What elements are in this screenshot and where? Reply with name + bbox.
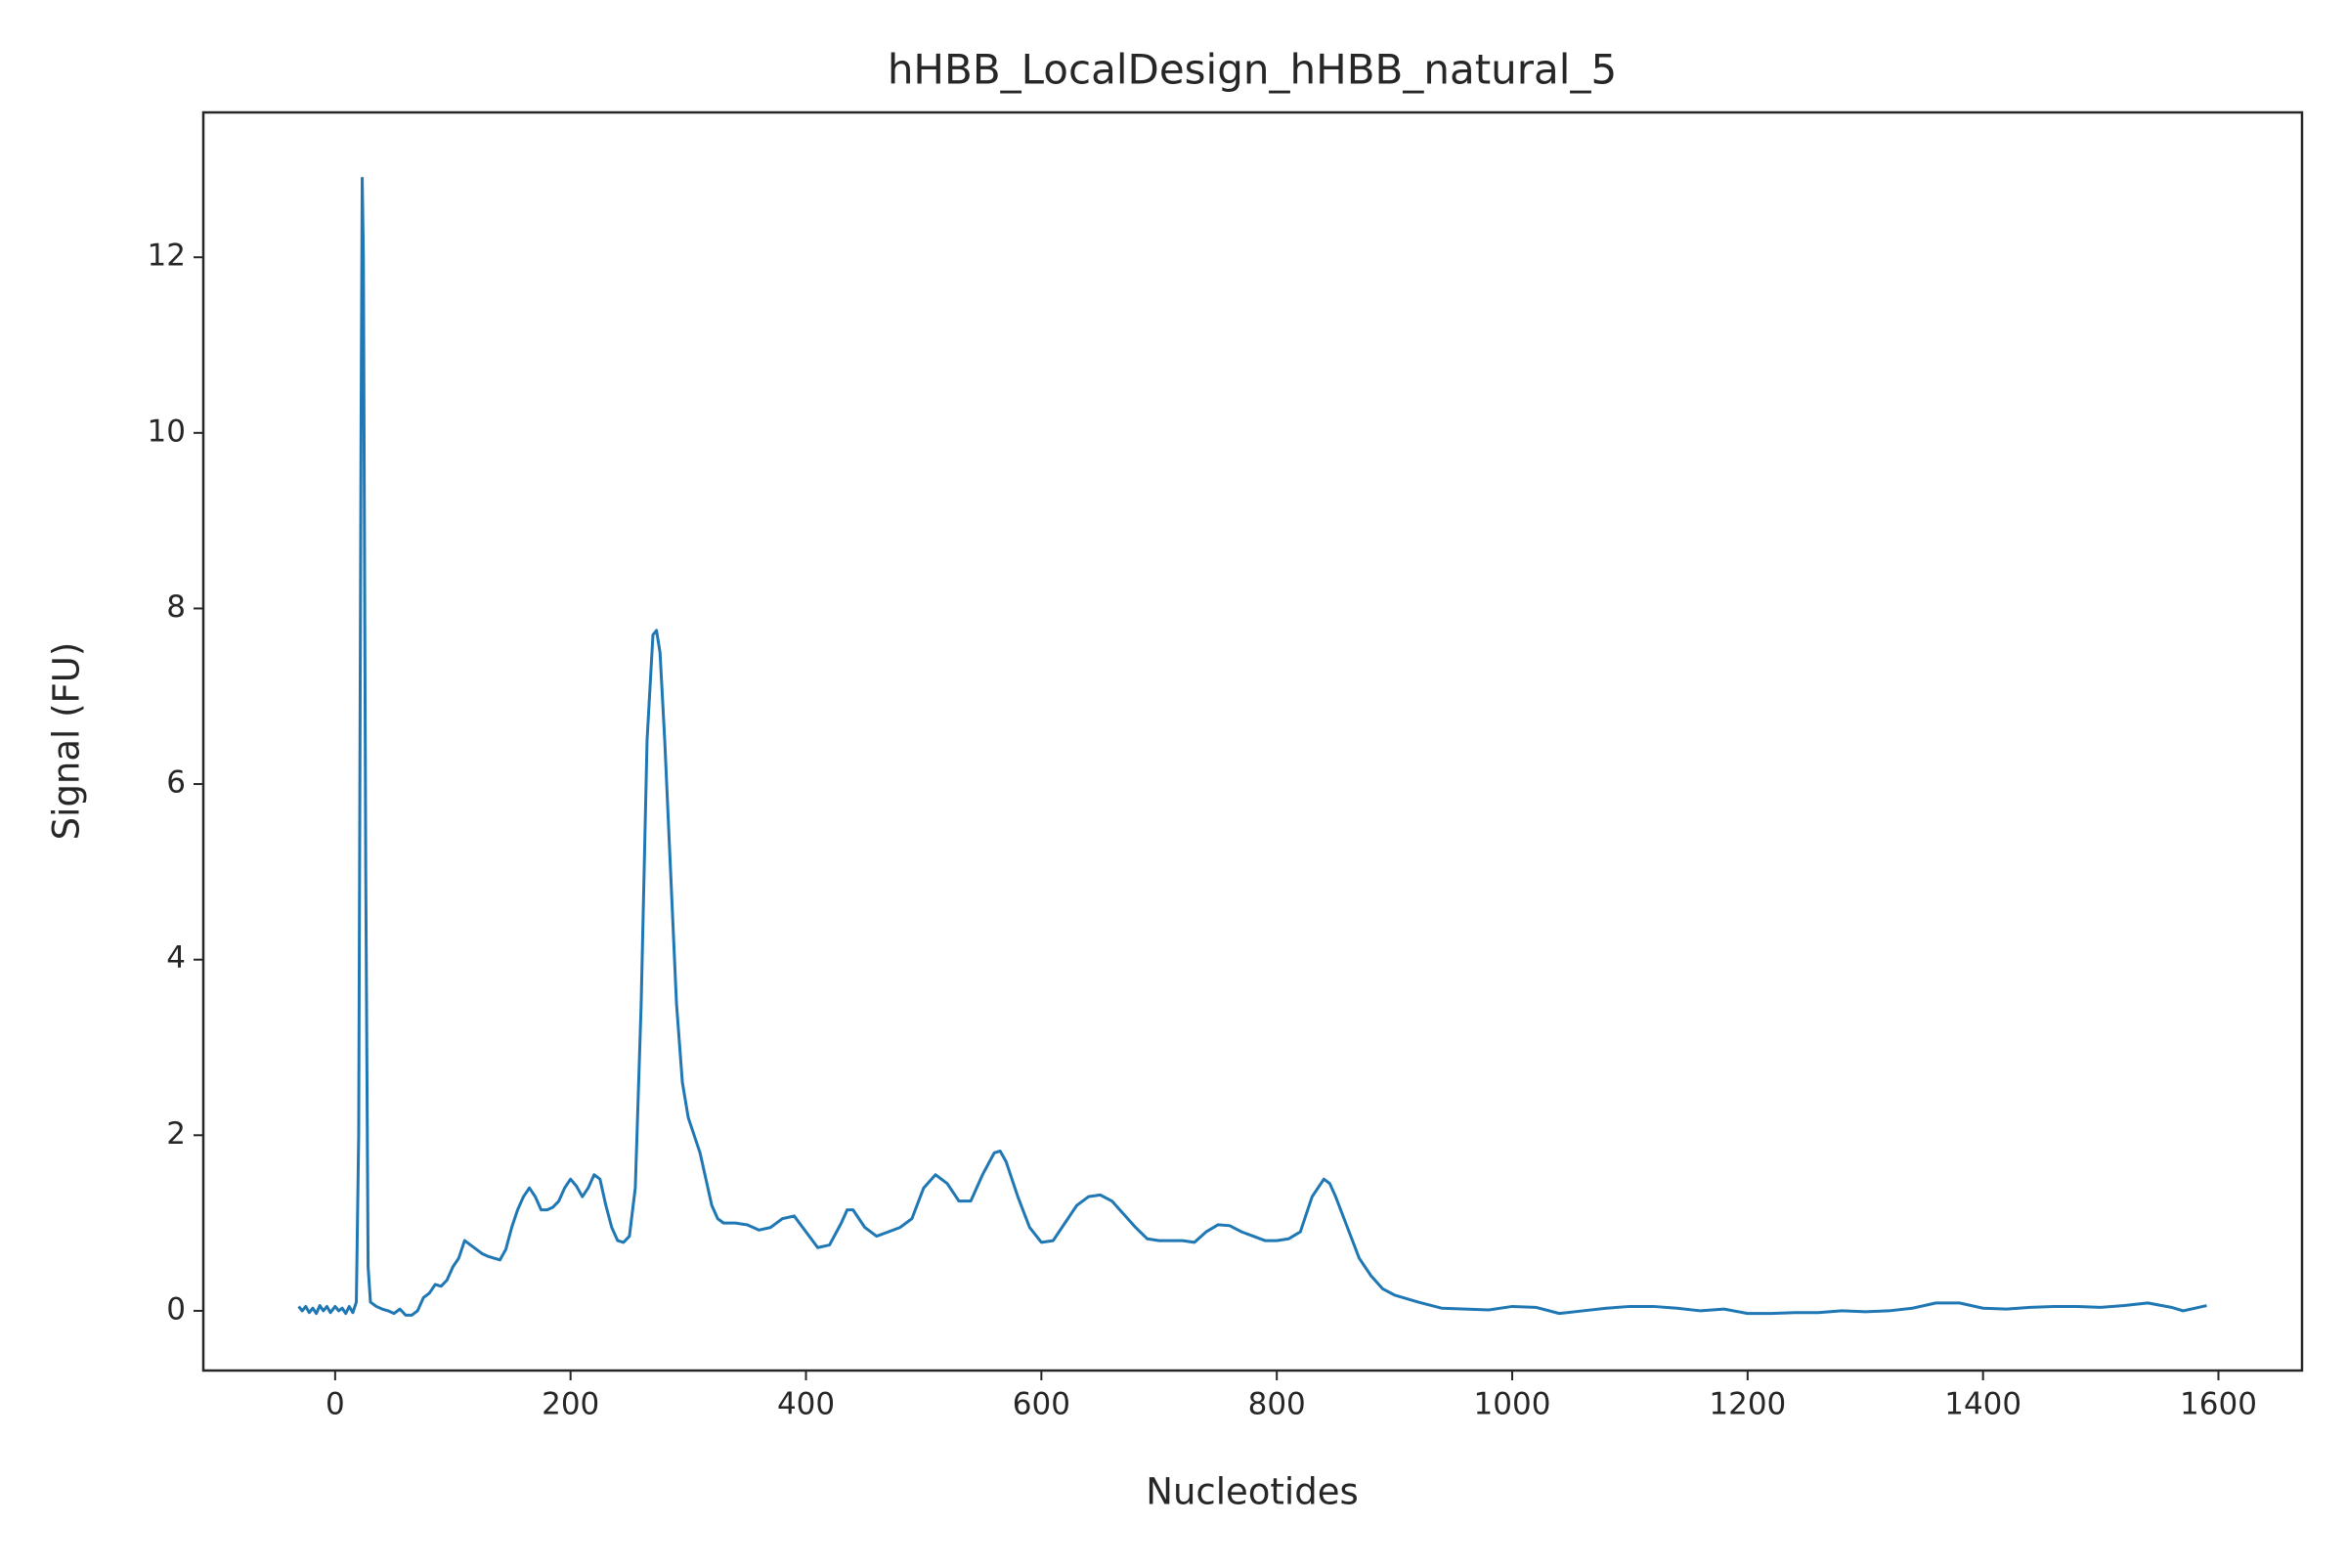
line-series: [297, 176, 2207, 1317]
y-tick-label: 4: [166, 940, 186, 976]
plot-frame: [201, 110, 2304, 1372]
y-tick-label: 10: [148, 414, 186, 449]
x-tick-label: 1000: [1474, 1387, 1551, 1422]
x-tick-label: 800: [1248, 1387, 1306, 1422]
x-axis-label: Nucleotides: [1146, 1471, 1358, 1513]
y-tick-label: 12: [148, 239, 186, 274]
x-tick-label: 600: [1013, 1387, 1070, 1422]
x-tick-label: 1400: [1944, 1387, 2021, 1422]
y-axis-label: Signal (FU): [46, 642, 88, 841]
x-tick-label: 200: [542, 1387, 599, 1422]
y-tick-label: 8: [166, 589, 186, 625]
x-tick-label: 400: [777, 1387, 835, 1422]
chart-title: hHBB_LocalDesign_hHBB_natural_5: [888, 46, 1617, 94]
y-tick-label: 2: [166, 1116, 186, 1152]
y-tick-label: 0: [166, 1291, 186, 1327]
y-tick-label: 6: [166, 765, 186, 801]
x-tick-label: 1200: [1709, 1387, 1786, 1422]
x-tick-label: 1600: [2180, 1387, 2257, 1422]
x-tick-label: 0: [326, 1387, 345, 1422]
